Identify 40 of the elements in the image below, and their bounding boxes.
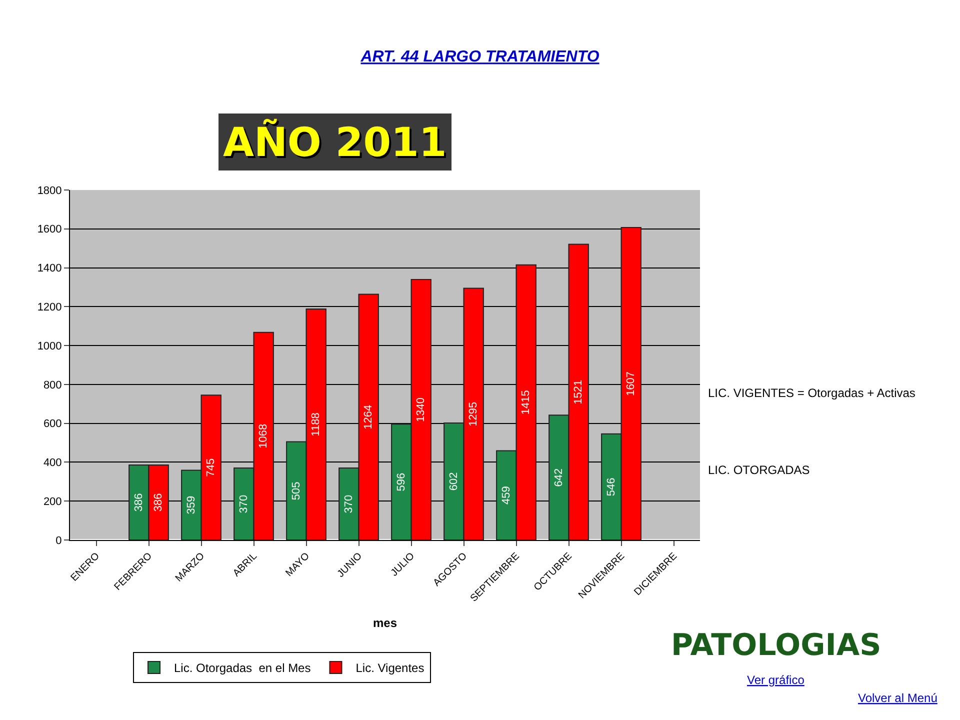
x-axis-title: mes [372, 616, 398, 630]
data-label: 745 [205, 458, 218, 477]
data-label: 1415 [520, 390, 532, 415]
y-tick-label: 800 [43, 379, 62, 392]
data-label: 602 [448, 472, 460, 491]
y-tick-label: 400 [43, 457, 62, 470]
data-label: 596 [395, 472, 408, 492]
chart-title: ART. 44 LARGO TRATAMIENTO [360, 48, 600, 66]
data-label: 386 [132, 493, 145, 512]
y-tick-label: 1200 [37, 302, 62, 314]
legend-label: Lic. Vigentes [356, 661, 424, 676]
data-label: 459 [500, 486, 512, 505]
data-label: 1188 [310, 412, 322, 436]
data-label: 370 [342, 494, 355, 514]
data-label: 1340 [415, 397, 428, 422]
y-tick-label: 1800 [37, 184, 62, 197]
data-label: 1068 [258, 424, 270, 448]
text: Volver al Menú [858, 691, 938, 705]
data-label: 386 [152, 493, 165, 512]
text: PATOLOGIAS [671, 628, 882, 663]
data-label: 1521 [572, 380, 585, 404]
y-tick-label: 1000 [37, 340, 62, 352]
text: Ver gráfico [747, 673, 805, 687]
data-label: 642 [552, 468, 565, 487]
text: LIC. OTORGADAS [708, 463, 810, 477]
data-label: 359 [185, 496, 198, 514]
y-tick-label: 1600 [37, 224, 62, 236]
data-label: 505 [290, 482, 302, 500]
data-label: 546 [605, 478, 618, 496]
chart-subtitle: AÑO 2011 [223, 118, 447, 166]
data-label: 370 [238, 494, 250, 514]
y-tick-label: 200 [43, 496, 62, 508]
text: LIC. VIGENTES = Otorgadas + Activas [708, 386, 916, 400]
y-tick-label: 600 [43, 418, 62, 430]
y-tick-label: 0 [56, 534, 62, 547]
data-label: 1295 [468, 402, 480, 426]
data-label: 1264 [362, 404, 375, 430]
y-tick-label: 1400 [37, 262, 62, 275]
legend-label: Lic. Otorgadas en el Mes [174, 661, 311, 676]
data-label: 1607 [625, 372, 638, 396]
